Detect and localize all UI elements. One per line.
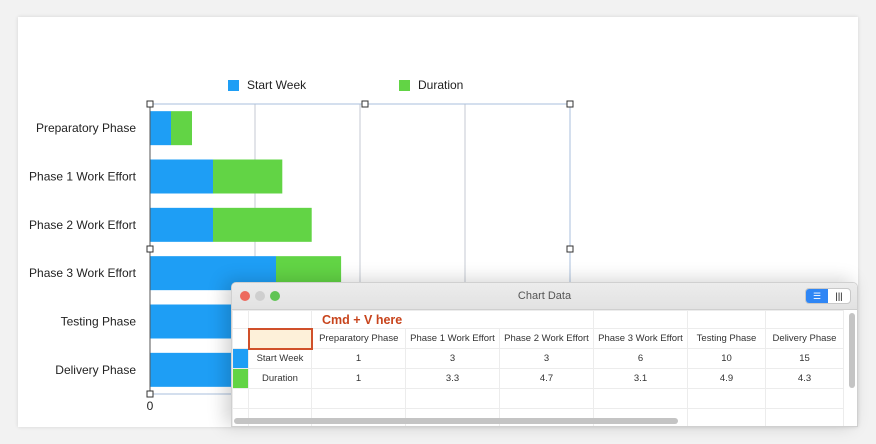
category-label: Testing Phase (61, 315, 137, 329)
data-cell[interactable]: 3 (499, 348, 594, 369)
selected-cell[interactable] (247, 327, 313, 350)
close-button[interactable] (240, 291, 250, 301)
chart-data-window[interactable]: Chart Data ☰ ||| Cmd + V here Preparator… (231, 282, 858, 427)
data-cell[interactable]: 3.3 (405, 368, 500, 389)
view-toggle[interactable]: ☰ ||| (805, 288, 851, 304)
column-header[interactable]: Delivery Phase (765, 328, 844, 349)
bar-duration (213, 159, 283, 194)
data-cell[interactable]: 1 (311, 368, 406, 389)
series-color-start-week[interactable] (232, 348, 249, 369)
resize-handle[interactable] (146, 100, 154, 108)
column-header[interactable]: Testing Phase (687, 328, 766, 349)
column-header[interactable]: Phase 1 Work Effort (405, 328, 500, 349)
zoom-button[interactable] (270, 291, 280, 301)
bar-duration (171, 111, 192, 146)
resize-handle[interactable] (146, 245, 154, 253)
data-cell[interactable]: 3.1 (593, 368, 688, 389)
paste-hint: Cmd + V here (311, 310, 500, 329)
data-cell[interactable]: 1 (311, 348, 406, 369)
category-label: Preparatory Phase (36, 121, 136, 135)
legend-item-duration: Duration (399, 78, 463, 92)
category-label: Phase 1 Work Effort (29, 170, 137, 184)
legend-swatch (399, 79, 410, 91)
resize-handle[interactable] (566, 245, 574, 253)
legend-swatch (228, 79, 239, 91)
legend-label: Start Week (247, 78, 307, 92)
column-header[interactable]: Phase 3 Work Effort (593, 328, 688, 349)
category-label: Phase 2 Work Effort (29, 218, 137, 232)
legend-item-start-week: Start Week (228, 78, 306, 92)
resize-handle[interactable] (146, 390, 154, 398)
bar-start-week (150, 111, 171, 146)
bar-start-week (150, 207, 213, 242)
rows-view-button[interactable]: ☰ (806, 289, 828, 303)
vertical-scrollbar[interactable] (849, 313, 855, 388)
columns-view-button[interactable]: ||| (835, 291, 843, 301)
minimize-button[interactable] (255, 291, 265, 301)
column-header[interactable]: Phase 2 Work Effort (499, 328, 594, 349)
category-label: Delivery Phase (55, 363, 136, 377)
data-cell[interactable]: 4.7 (499, 368, 594, 389)
bar-start-week (150, 159, 213, 194)
data-cell[interactable]: 10 (687, 348, 766, 369)
resize-handle[interactable] (566, 100, 574, 108)
data-cell[interactable]: 6 (593, 348, 688, 369)
legend-label: Duration (418, 78, 464, 92)
window-title: Chart Data (517, 290, 572, 302)
resize-handle[interactable] (361, 100, 369, 108)
horizontal-scrollbar[interactable] (234, 418, 678, 424)
row-label[interactable]: Start Week (248, 348, 312, 369)
data-cell[interactable]: 4.9 (687, 368, 766, 389)
data-cell[interactable]: 3 (405, 348, 500, 369)
data-cell[interactable]: 4.3 (765, 368, 844, 389)
data-cell[interactable]: 15 (765, 348, 844, 369)
category-label: Phase 3 Work Effort (29, 266, 137, 280)
bar-duration (213, 207, 312, 242)
row-label[interactable]: Duration (248, 368, 312, 389)
series-color-duration[interactable] (232, 368, 249, 389)
column-header[interactable]: Preparatory Phase (311, 328, 406, 349)
title-bar[interactable]: Chart Data ☰ ||| (232, 283, 857, 310)
x-tick-label: 0 (147, 399, 154, 413)
data-table[interactable]: Cmd + V here Preparatory Phase Phase 1 Wo… (232, 310, 844, 426)
